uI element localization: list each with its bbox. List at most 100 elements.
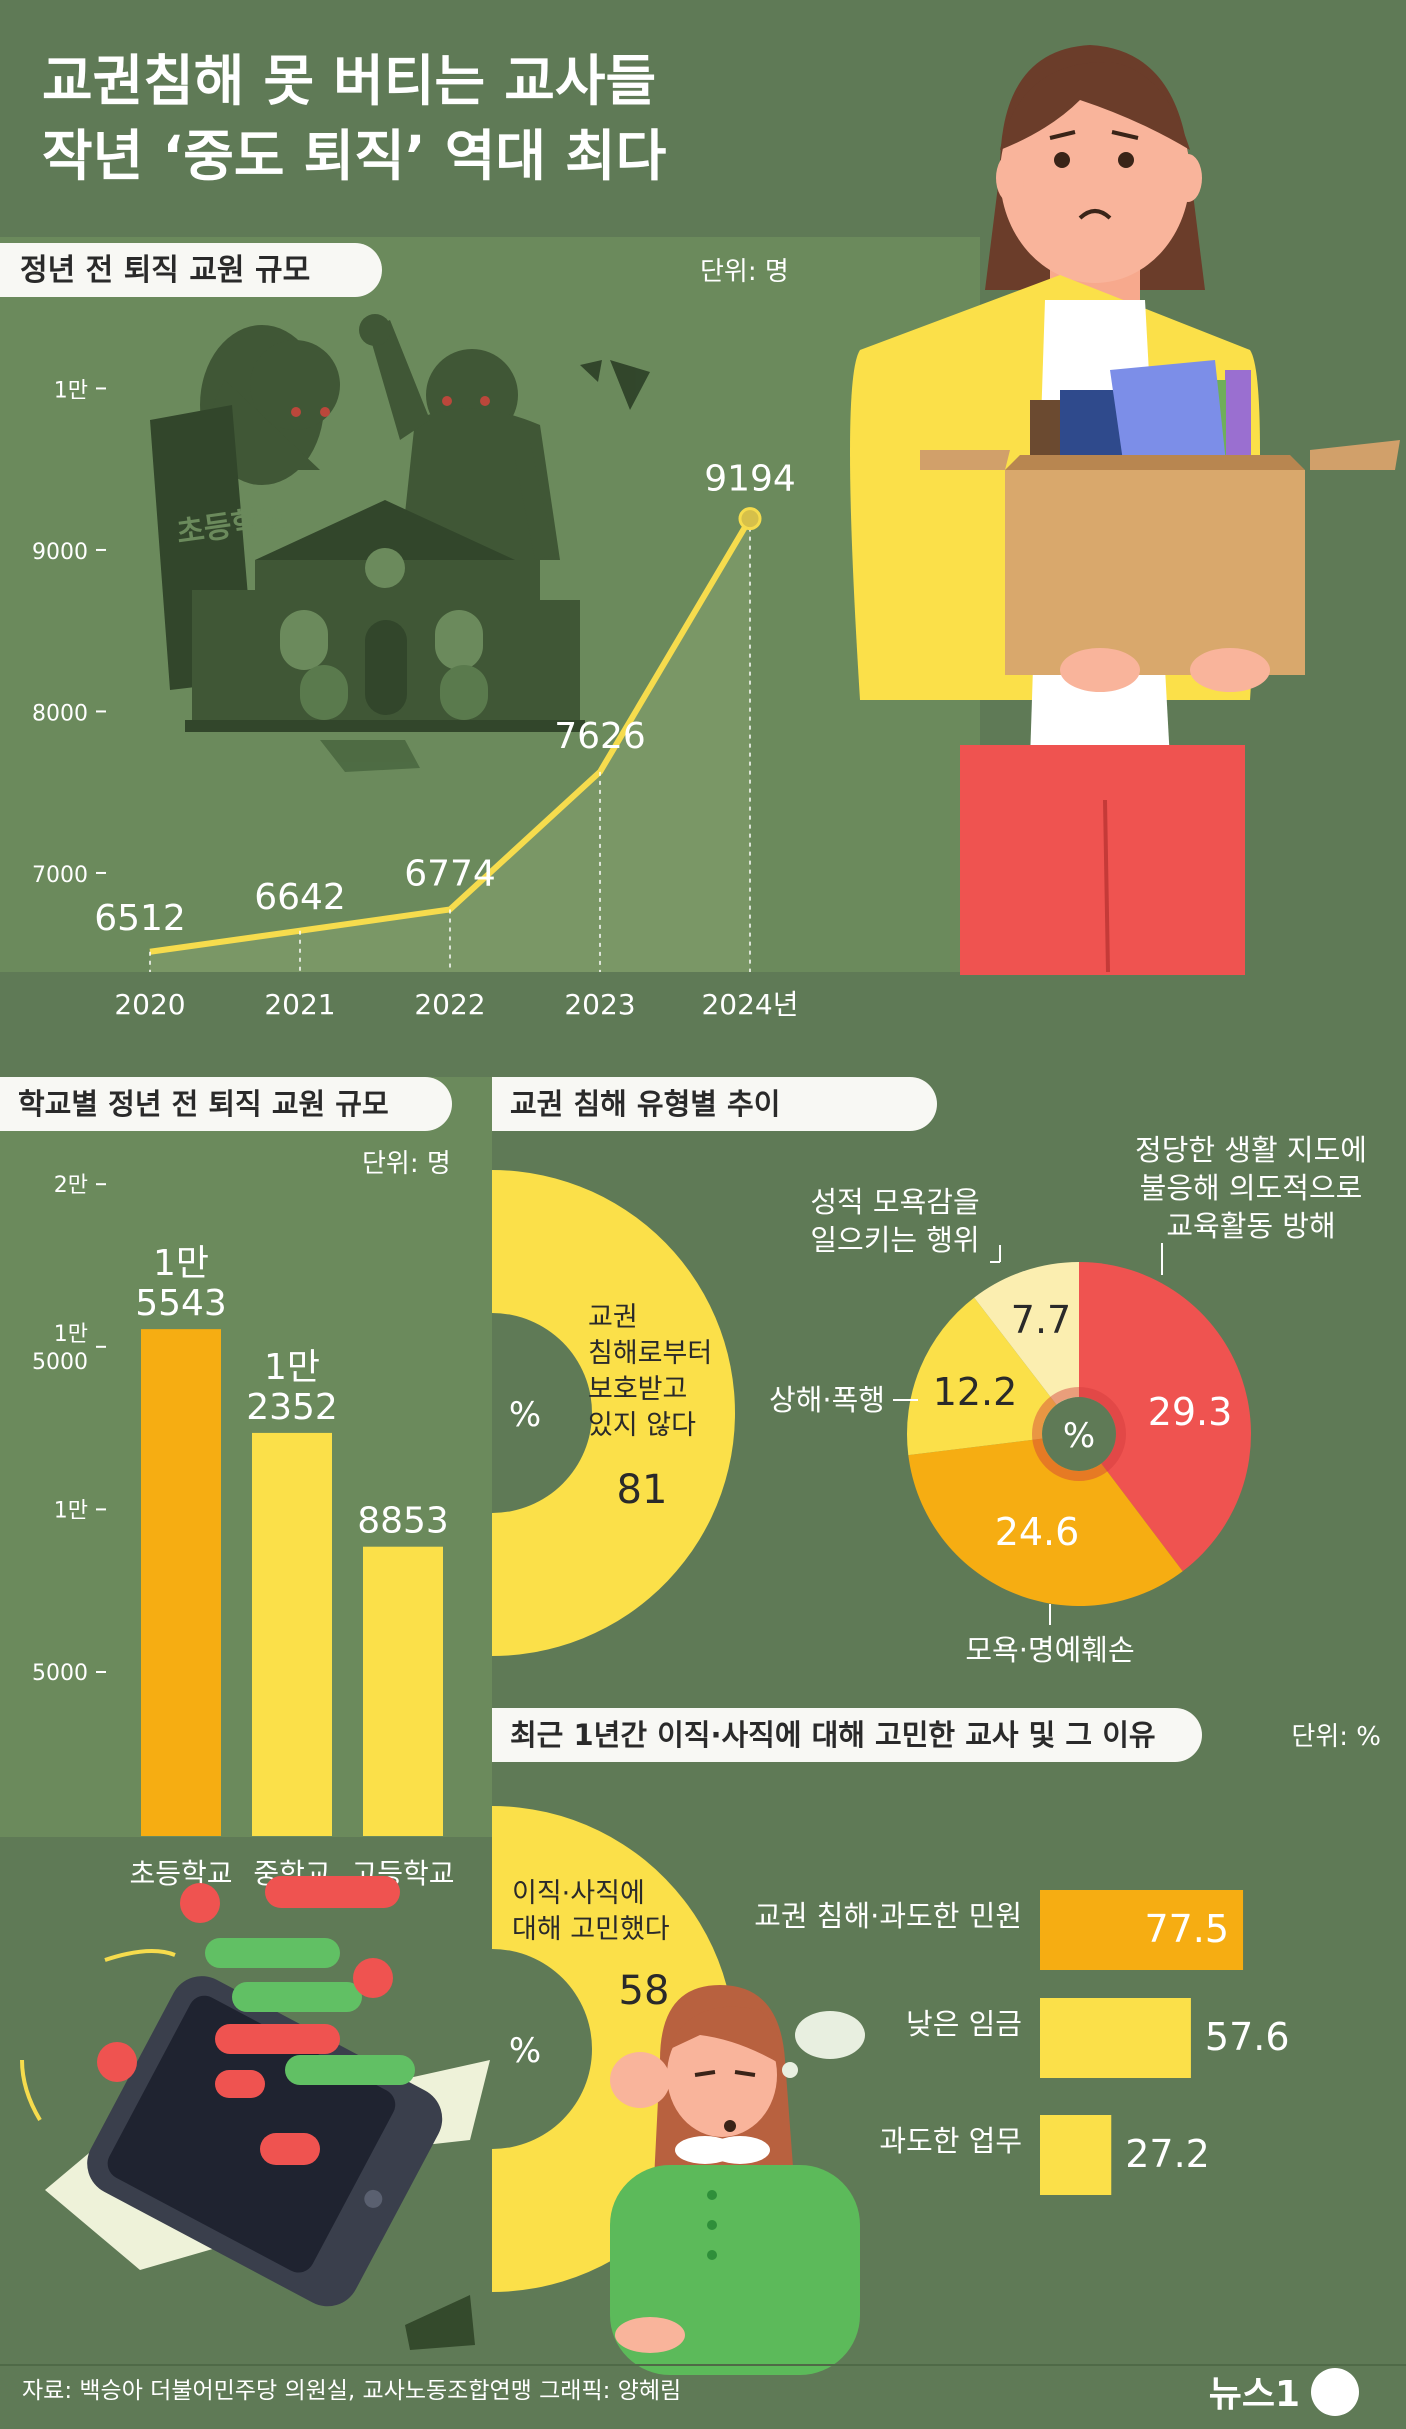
line-y-tick-label: 9000	[32, 540, 88, 565]
resign-pie-percent: %	[509, 2031, 541, 2071]
reasons-title-pill	[492, 1708, 1202, 1762]
reason-label: 교권 침해·과도한 민원	[754, 1899, 1022, 1933]
line-chart-value-labels: 6512 6642 6774 7626 9194	[94, 459, 796, 939]
reason-value: 77.5	[1144, 1907, 1229, 1951]
violation-type-title-pill	[492, 1077, 937, 1131]
teacher-with-box-illustration	[850, 45, 1400, 975]
title-line2: 작년 ‘중도 퇴직’ 역대 최다	[42, 124, 666, 188]
violation-type-pie	[907, 1262, 1251, 1606]
violation-pie-slice	[974, 1262, 1079, 1434]
violation-pie-label: 모욕·명예훼손	[965, 1633, 1134, 1667]
protection-pie-value: 81	[617, 1467, 668, 1513]
bar-y-tick-label: 1만	[54, 1498, 88, 1523]
violation-pie-label: 정당한 생활 지도에	[1135, 1133, 1367, 1167]
reason-value: 57.6	[1205, 2015, 1290, 2059]
violation-pie-percent: %	[1063, 1416, 1095, 1456]
violation-pie-value: 24.6	[995, 1510, 1080, 1554]
resign-pie-label: 이직·사직에	[512, 1878, 645, 1909]
school-bar	[252, 1432, 332, 1836]
line-x-tick-label: 2021	[264, 988, 335, 1021]
violation-pie-label: 교육활동 방해	[1166, 1209, 1335, 1243]
violation-pie-inner-ring	[1032, 1387, 1126, 1481]
school-bar-title-pill	[0, 1077, 452, 1131]
protection-pie-label: 있지 않다	[588, 1410, 696, 1441]
line-value-label: 6642	[254, 877, 346, 918]
protection-pie-hole	[492, 1313, 592, 1513]
protection-pie-label: 교권	[588, 1302, 638, 1333]
violation-pie-label: 상해·폭행	[769, 1383, 885, 1417]
news1-logo-mark	[1311, 2368, 1359, 2416]
school-bar-unit: 단위: 명	[362, 1149, 451, 1179]
protection-pie	[492, 1170, 735, 1656]
school-bar-y-axis: 5000 1만 1만 5000 2만	[32, 1173, 106, 1686]
protection-pie-label: 보호받고	[588, 1374, 687, 1405]
school-bully-illustration: 초등학교	[150, 314, 650, 772]
school-bar-value: 1만	[264, 1347, 320, 1388]
bar-y-tick-label: 5000	[32, 1350, 88, 1375]
resign-pie-label: 대해 고민했다	[512, 1914, 670, 1945]
reason-bar	[1040, 2115, 1112, 2195]
bar-y-tick-label: 5000	[32, 1661, 88, 1686]
school-bar	[141, 1329, 221, 1836]
reasons-title: 최근 1년간 이직·사직에 대해 고민한 교사 및 그 이유	[510, 1718, 1156, 1752]
line-y-tick-label: 1만	[54, 378, 88, 403]
reason-bar	[1040, 1998, 1191, 2078]
resign-pie-value: 58	[619, 1968, 670, 2014]
violation-pie-slice	[907, 1297, 1079, 1456]
violation-pie-value: 7.7	[1011, 1298, 1071, 1342]
school-bar-categories: 초등학교 중학교 고등학교	[129, 1857, 454, 1890]
protection-pie-label: 침해로부터	[588, 1338, 712, 1369]
line-chart-title: 정년 전 퇴직 교원 규모	[20, 253, 310, 288]
reasons-unit: 단위: %	[1291, 1722, 1381, 1752]
violation-pie-value: 12.2	[933, 1370, 1018, 1414]
reason-bar	[1040, 1890, 1244, 1970]
news1-logo: 뉴스1	[1209, 2374, 1300, 2415]
violation-pie-slice	[1079, 1262, 1251, 1572]
reason-label: 낮은 임금	[906, 2007, 1022, 2041]
reason-value: 27.2	[1125, 2132, 1210, 2176]
line-chart-unit: 단위: 명	[700, 257, 789, 287]
violation-pie-hole	[1042, 1397, 1116, 1471]
school-bar-category: 초등학교	[129, 1857, 232, 1890]
line-value-label: 6774	[404, 853, 496, 894]
violation-type-title: 교권 침해 유형별 추이	[510, 1087, 780, 1121]
line-x-tick-label: 2024년	[701, 988, 798, 1021]
violation-pie-value: 29.3	[1148, 1390, 1233, 1434]
violation-pie-label: 성적 모욕감을	[810, 1185, 979, 1219]
line-value-label: 9194	[704, 459, 796, 500]
school-bar-bars	[141, 1329, 443, 1836]
bar-y-tick-label: 2만	[54, 1173, 88, 1198]
line-x-tick-label: 2023	[564, 988, 635, 1021]
sad-girl-illustration	[610, 1985, 865, 2375]
line-value-label: 7626	[554, 716, 646, 757]
violation-pie-label: 불응해 의도적으로	[1140, 1171, 1363, 1205]
reasons-values: 77.5 57.6 27.2	[1125, 1907, 1289, 2176]
violation-pie-slice	[908, 1434, 1183, 1606]
line-y-tick-label: 7000	[32, 863, 88, 888]
line-y-tick-label: 8000	[32, 701, 88, 726]
footer-source: 자료: 백승아 더불어민주당 의원실, 교사노동조합연맹 그래픽: 양혜림	[22, 2378, 681, 2404]
school-bar	[363, 1546, 443, 1836]
phone-notification-illustration	[20, 1876, 490, 2350]
line-x-tick-label: 2022	[414, 988, 485, 1021]
school-bar-value: 1만	[153, 1243, 209, 1284]
resign-pie-hole	[492, 1949, 592, 2149]
line-x-tick-label: 2020	[114, 988, 185, 1021]
line-chart-title-pill	[0, 243, 382, 297]
title-line1: 교권침해 못 버티는 교사들	[42, 49, 656, 113]
reasons-bars	[1040, 1890, 1244, 2195]
reason-label: 과도한 업무	[879, 2124, 1022, 2158]
line-chart-y-axis: 7000 8000 9000 1만	[32, 378, 106, 888]
line-chart-last-point	[738, 507, 762, 531]
line-chart-area	[150, 518, 750, 972]
school-bar-title: 학교별 정년 전 퇴직 교원 규모	[18, 1087, 389, 1121]
school-bar-value: 8853	[357, 1501, 449, 1542]
bar-y-tick-label: 1만	[54, 1322, 88, 1347]
line-chart-drop-lines	[149, 518, 751, 972]
school-bar-value: 5543	[135, 1283, 227, 1324]
